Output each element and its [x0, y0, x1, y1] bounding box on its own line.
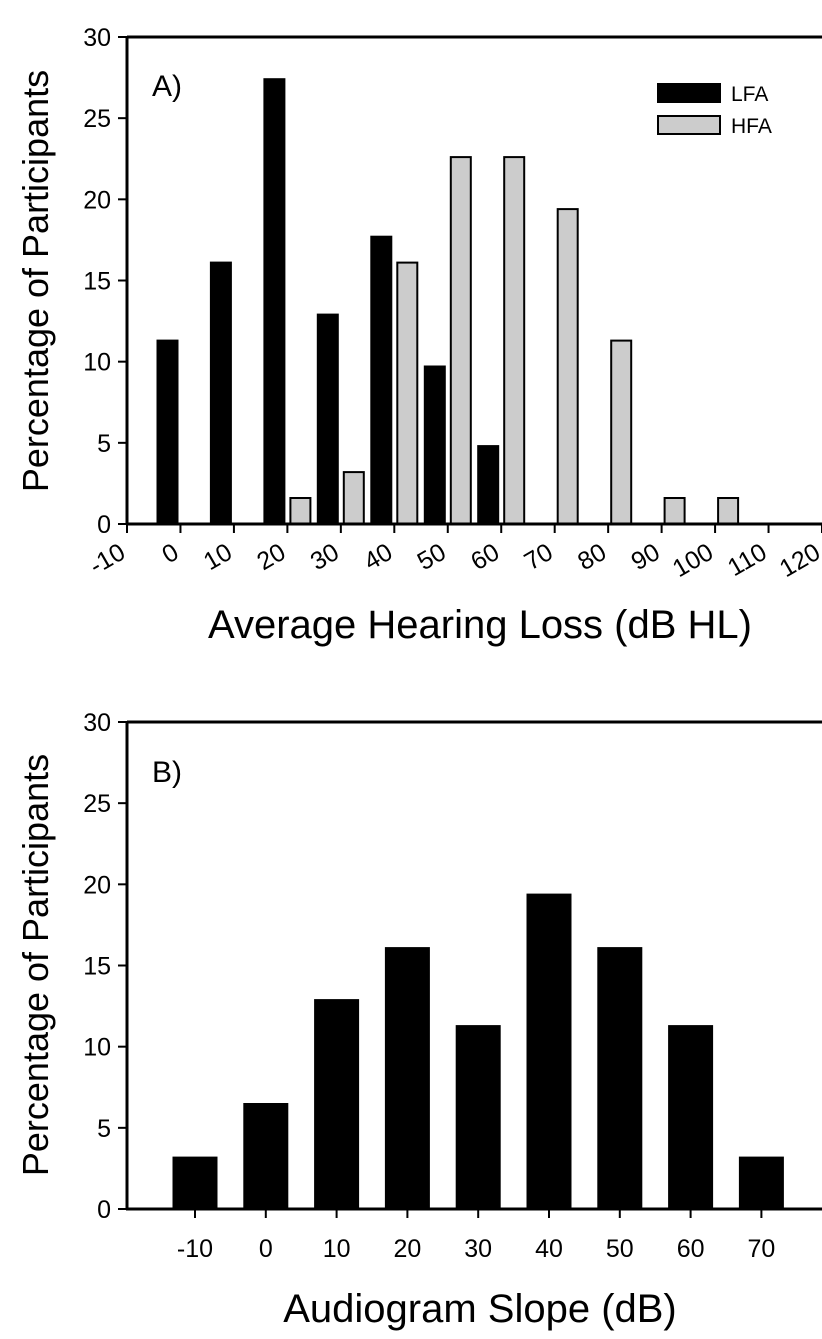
panel-a-bars	[156, 78, 740, 526]
panel-a-y-axis-title: Percentage of Participants	[15, 70, 56, 492]
x-tick-label: -10	[85, 538, 130, 580]
bar-hfa-40	[396, 261, 419, 525]
bar-lfa-50	[423, 365, 446, 525]
panel-b-ticks: 0 5 10 15 20 25 30 -10 0 10 20 30 40 50 60 70	[83, 709, 775, 1263]
bar-hfa-60	[503, 156, 526, 525]
panel-a-chart: Percentage of Participants Average Heari…	[15, 24, 822, 647]
bar-hfa-30	[342, 471, 365, 526]
y-tick-label: 10	[83, 1034, 111, 1062]
legend-swatch-hfa	[657, 115, 721, 135]
x-tick-label: 100	[668, 538, 718, 583]
bar-slope-10	[314, 999, 360, 1210]
bar-lfa-30	[316, 313, 339, 525]
x-tick-label: 10	[199, 538, 237, 576]
x-tick-label: 110	[723, 538, 772, 582]
bar-slope-40	[526, 893, 572, 1210]
bar-slope--10	[172, 1156, 218, 1210]
x-tick-label: 70	[747, 1235, 775, 1263]
x-tick-label: 70	[520, 538, 558, 576]
bar-slope-50	[597, 947, 643, 1210]
panel-a-label: A)	[152, 70, 182, 103]
panel-b-bars	[172, 893, 784, 1210]
y-tick-label: 25	[83, 790, 111, 818]
x-tick-label: 20	[252, 538, 290, 576]
legend-swatch-lfa	[657, 83, 721, 103]
y-tick-label: 5	[97, 430, 111, 458]
y-tick-label: 20	[83, 186, 111, 214]
x-tick-label: 0	[157, 538, 183, 569]
x-tick-label: 0	[259, 1235, 273, 1263]
x-tick-label: 60	[677, 1235, 705, 1263]
bar-lfa-20	[263, 78, 286, 525]
bar-hfa-50	[449, 156, 472, 525]
y-tick-label: 15	[83, 268, 111, 296]
y-tick-label: 20	[83, 871, 111, 899]
panel-a-legend: LFA HFA	[657, 83, 772, 138]
panel-b-x-axis-title: Audiogram Slope (dB)	[283, 1287, 677, 1331]
y-tick-label: 10	[83, 349, 111, 377]
y-tick-label: 15	[83, 953, 111, 981]
x-tick-label: 80	[573, 538, 611, 576]
panel-b-chart: Percentage of Participants Audiogram Slo…	[15, 709, 822, 1331]
legend-label-lfa: LFA	[731, 83, 768, 106]
x-tick-label: 90	[627, 538, 665, 576]
bar-lfa-10	[209, 261, 232, 525]
x-tick-label: 50	[413, 538, 451, 576]
x-tick-label: 120	[775, 538, 822, 583]
x-tick-label: 30	[306, 538, 344, 576]
bar-slope-30	[455, 1025, 501, 1210]
bar-hfa-100	[717, 497, 740, 525]
x-tick-label: 30	[464, 1235, 492, 1263]
bar-slope-60	[668, 1025, 714, 1210]
x-tick-label: 10	[323, 1235, 351, 1263]
bar-lfa-40	[370, 235, 393, 525]
y-tick-label: 0	[97, 1196, 111, 1224]
x-tick-label: 60	[466, 538, 504, 576]
y-tick-label: 5	[97, 1115, 111, 1143]
y-tick-label: 0	[97, 511, 111, 539]
bar-hfa-70	[556, 208, 579, 525]
y-tick-label: 30	[83, 709, 111, 737]
panel-a-axes	[125, 35, 822, 526]
panel-b-axes	[125, 720, 822, 1211]
panel-a-x-axis-title: Average Hearing Loss (dB HL)	[208, 603, 752, 647]
x-tick-label: -10	[177, 1235, 213, 1263]
y-tick-label: 30	[83, 24, 111, 52]
x-tick-label: 40	[359, 538, 397, 576]
bar-hfa-80	[610, 339, 633, 525]
bar-hfa-90	[663, 497, 686, 525]
panel-b-y-axis-title: Percentage of Participants	[15, 754, 56, 1176]
y-tick-label: 25	[83, 105, 111, 133]
panel-b-label: B)	[152, 756, 182, 789]
x-tick-label: 20	[393, 1235, 421, 1263]
x-tick-label: 50	[606, 1235, 634, 1263]
bar-lfa-0	[156, 339, 179, 525]
bar-slope-70	[738, 1156, 784, 1210]
bar-hfa-20	[289, 497, 312, 525]
legend-label-hfa: HFA	[731, 115, 772, 138]
bar-lfa-60	[477, 445, 500, 526]
bar-slope-0	[243, 1103, 289, 1210]
x-tick-label: 40	[535, 1235, 563, 1263]
bar-slope-20	[384, 947, 430, 1210]
